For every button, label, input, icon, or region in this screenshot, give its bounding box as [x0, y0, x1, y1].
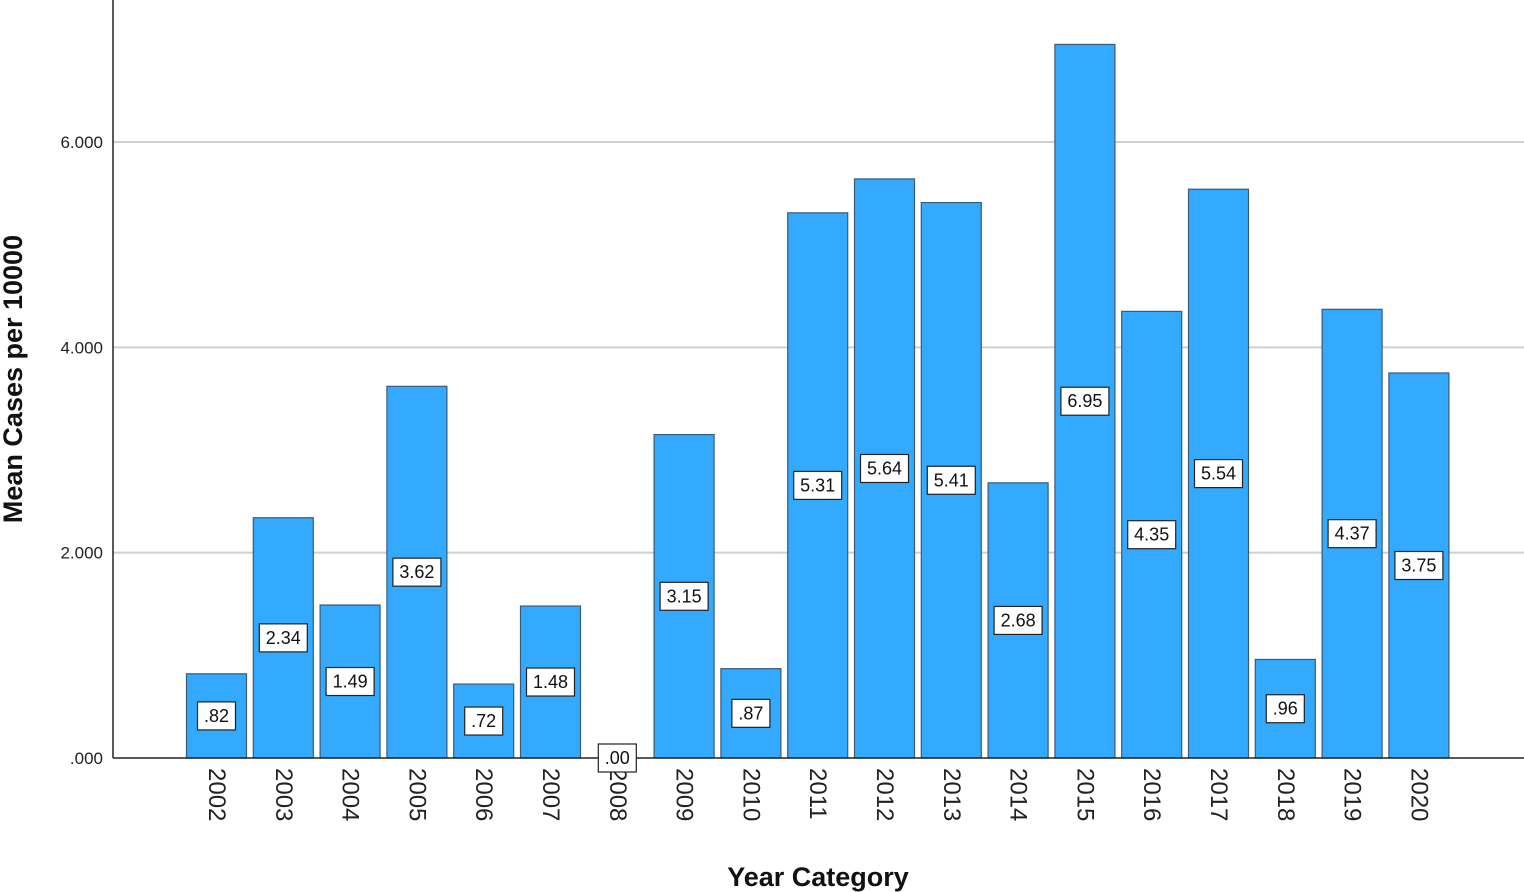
data-label-2013: 5.41	[926, 465, 976, 495]
x-tick-labels: 2002 2003 2004 2005 2006 2007 2008 2009 2010 2011…	[203, 768, 1432, 821]
data-label-box	[464, 706, 504, 736]
x-tick-label-2012: 2012	[871, 768, 898, 821]
data-label-box	[993, 605, 1043, 636]
data-label-text: 3.75	[1401, 555, 1436, 575]
x-tick-label-2005: 2005	[403, 768, 430, 821]
data-label-text: 2.68	[1001, 610, 1036, 630]
data-label-text: .00	[605, 748, 630, 768]
x-axis-title: Year Category	[727, 862, 909, 892]
data-label-text: .72	[471, 711, 496, 731]
x-tick-label-2011: 2011	[804, 768, 831, 820]
x-tick-label-2010: 2010	[737, 768, 764, 821]
data-label-2010: .87	[731, 698, 771, 728]
data-label-text: 1.48	[533, 672, 568, 692]
data-label-box	[859, 453, 910, 484]
bars	[185, 43, 1450, 759]
data-label-text: .87	[738, 703, 763, 723]
x-tick-label-2014: 2014	[1005, 768, 1032, 821]
data-label-text: 2.34	[266, 628, 301, 648]
data-label-box	[926, 465, 976, 495]
data-label-box	[793, 470, 843, 501]
data-label-2020: 3.75	[1394, 550, 1444, 581]
data-label-box	[258, 623, 308, 653]
x-tick-label-2013: 2013	[938, 768, 965, 821]
data-label-2012: 5.64	[859, 453, 910, 484]
y-tick-labels: .000 2.000 4.000 6.000	[60, 133, 103, 768]
data-label-box	[325, 666, 375, 697]
x-tick-label-2002: 2002	[203, 768, 230, 821]
data-label-2015: 6.95	[1060, 386, 1110, 416]
data-label-box	[731, 698, 771, 728]
data-label-text: 5.41	[934, 470, 969, 490]
data-label-text: 5.54	[1201, 464, 1236, 484]
data-label-2006: .72	[464, 706, 504, 736]
data-labels: .82 2.34 1.49 3.62 .72 1.48 .00 3.15 .87 5.31 5.64…	[196, 386, 1444, 773]
data-label-box	[392, 557, 442, 587]
x-tick-label-2008: 2008	[604, 768, 631, 821]
x-tick-label-2015: 2015	[1071, 768, 1098, 821]
data-label-box	[1265, 694, 1305, 724]
data-label-box	[659, 581, 709, 611]
data-label-text: .96	[1273, 699, 1298, 719]
data-label-2019: 4.37	[1327, 519, 1377, 549]
data-label-text: 3.15	[667, 586, 702, 606]
data-label-text: 1.49	[333, 672, 368, 692]
data-label-box	[1394, 550, 1444, 581]
data-label-box	[1060, 386, 1110, 416]
data-label-2002: .82	[196, 701, 237, 731]
data-label-2016: 4.35	[1127, 520, 1177, 550]
data-label-text: 4.35	[1134, 525, 1169, 545]
data-label-box	[525, 667, 576, 697]
data-label-text: 4.37	[1335, 524, 1370, 544]
data-label-2011: 5.31	[793, 470, 843, 501]
data-label-2007: 1.48	[525, 667, 576, 697]
data-label-box	[1193, 459, 1244, 489]
data-label-text: 5.31	[800, 475, 835, 495]
data-label-2005: 3.62	[392, 557, 442, 587]
y-tick-label: 4.000	[60, 338, 103, 357]
data-label-text: 3.62	[399, 562, 434, 582]
x-tick-label-2019: 2019	[1339, 768, 1366, 821]
x-tick-label-2007: 2007	[537, 768, 564, 821]
data-label-text: .82	[204, 706, 229, 726]
data-label-text: 5.64	[867, 458, 902, 478]
data-label-2009: 3.15	[659, 581, 709, 611]
x-tick-label-2017: 2017	[1205, 768, 1232, 821]
data-label-text: 6.95	[1067, 391, 1102, 411]
x-tick-label-2009: 2009	[671, 768, 698, 821]
x-tick-label-2003: 2003	[270, 768, 297, 821]
data-label-box	[196, 701, 237, 731]
data-label-2017: 5.54	[1193, 459, 1244, 489]
data-label-2003: 2.34	[258, 623, 308, 653]
y-tick-label: 6.000	[60, 133, 103, 152]
data-label-box	[597, 743, 637, 773]
data-label-2018: .96	[1265, 694, 1305, 724]
y-axis-title: Mean Cases per 10000	[0, 235, 28, 523]
data-label-box	[1327, 519, 1377, 549]
data-label-box	[1127, 520, 1177, 550]
x-tick-label-2006: 2006	[470, 768, 497, 821]
data-label-2004: 1.49	[325, 666, 375, 697]
y-tick-label: 2.000	[60, 544, 103, 563]
x-tick-label-2016: 2016	[1138, 768, 1165, 821]
x-tick-label-2018: 2018	[1272, 768, 1299, 821]
x-tick-label-2020: 2020	[1405, 768, 1432, 821]
x-tick-label-2004: 2004	[337, 768, 364, 821]
data-label-2014: 2.68	[993, 605, 1043, 636]
y-tick-label: .000	[70, 749, 103, 768]
data-label-2008: .00	[597, 743, 637, 773]
